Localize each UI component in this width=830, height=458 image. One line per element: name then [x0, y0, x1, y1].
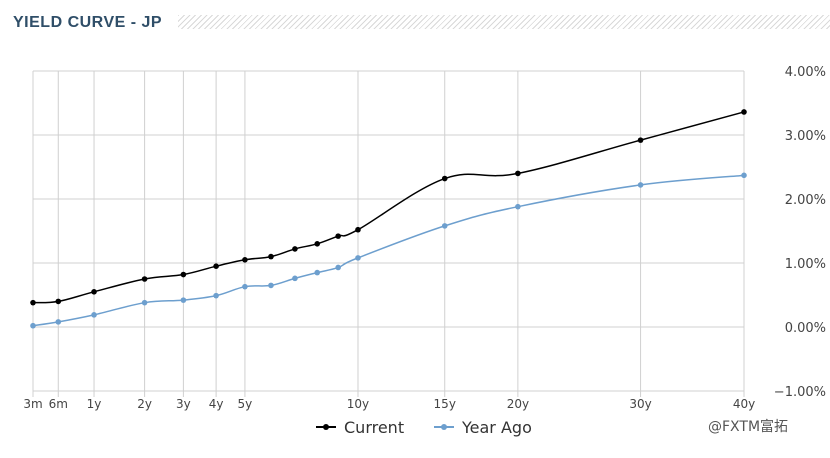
- series-layer: [30, 109, 747, 329]
- y-tick-label: 0.00%: [785, 321, 826, 336]
- legend-swatch-marker: [441, 424, 447, 430]
- data-point: [30, 299, 36, 306]
- data-point: [335, 264, 341, 271]
- data-point: [314, 241, 321, 247]
- x-tick-label: 4y: [209, 397, 224, 411]
- x-tick-label: 3m: [23, 397, 42, 411]
- data-point: [441, 175, 448, 182]
- data-point: [515, 170, 521, 177]
- data-point: [91, 312, 97, 318]
- x-tick-label: 3y: [176, 397, 191, 411]
- y-tick-label: 4.00%: [785, 65, 826, 80]
- chart-title: YIELD CURVE - JP: [13, 14, 163, 31]
- data-point: [637, 137, 644, 143]
- chart-header: YIELD CURVE - JP: [0, 10, 830, 36]
- data-point: [741, 172, 747, 179]
- y-tick-label: 2.00%: [785, 193, 826, 208]
- series-line: [32, 111, 745, 304]
- y-axis: 4.00% 3.00% 2.00% 1.00% 0.00% −1.00%: [774, 65, 826, 400]
- y-tick-label: 1.00%: [785, 257, 826, 272]
- data-point: [242, 283, 248, 290]
- series-line: [32, 174, 745, 327]
- data-point: [55, 319, 62, 325]
- legend-label: Year Ago: [461, 418, 532, 437]
- data-point: [355, 226, 361, 233]
- header-hatch-decoration: [178, 15, 830, 29]
- data-point: [213, 263, 219, 270]
- legend[interactable]: Current Year Ago: [316, 418, 532, 437]
- x-axis: 3m 6m 1y 2y 3y 4y 5y 10y 15y 20y 30y 40y: [23, 397, 755, 411]
- data-point: [141, 299, 148, 306]
- data-point: [637, 182, 644, 188]
- x-tick-label: 20y: [507, 397, 529, 411]
- data-point: [180, 297, 187, 303]
- data-point: [91, 289, 97, 295]
- data-point: [355, 255, 361, 261]
- data-point: [180, 271, 187, 278]
- data-point: [292, 275, 298, 282]
- x-tick-label: 6m: [49, 397, 68, 411]
- data-point: [55, 298, 62, 305]
- watermark-text: @FXTM富拓: [708, 419, 789, 435]
- data-point: [441, 223, 448, 229]
- data-point: [741, 109, 747, 115]
- legend-label: Current: [344, 418, 404, 437]
- x-tick-label: 5y: [238, 397, 253, 411]
- grid: [32, 70, 745, 397]
- x-tick-label: 2y: [137, 397, 152, 411]
- data-point: [268, 253, 274, 260]
- x-tick-label: 10y: [347, 397, 369, 411]
- data-point: [213, 292, 219, 299]
- series-year-ago: [30, 172, 747, 329]
- legend-item-current[interactable]: Current: [316, 418, 404, 437]
- series-current: [30, 109, 747, 306]
- data-point: [141, 276, 148, 282]
- data-point: [292, 246, 298, 252]
- legend-item-year-ago[interactable]: Year Ago: [434, 418, 532, 437]
- data-point: [515, 203, 521, 210]
- x-tick-label: 40y: [733, 397, 755, 411]
- data-point: [335, 233, 341, 239]
- data-point: [242, 257, 248, 263]
- data-point: [314, 269, 321, 276]
- legend-swatch-marker: [323, 424, 329, 430]
- data-point: [30, 322, 36, 329]
- y-tick-label: 3.00%: [785, 129, 826, 144]
- y-tick-label: −1.00%: [774, 385, 826, 400]
- data-point: [268, 282, 274, 289]
- x-tick-label: 30y: [629, 397, 651, 411]
- x-tick-label: 1y: [87, 397, 102, 411]
- x-tick-label: 15y: [434, 397, 456, 411]
